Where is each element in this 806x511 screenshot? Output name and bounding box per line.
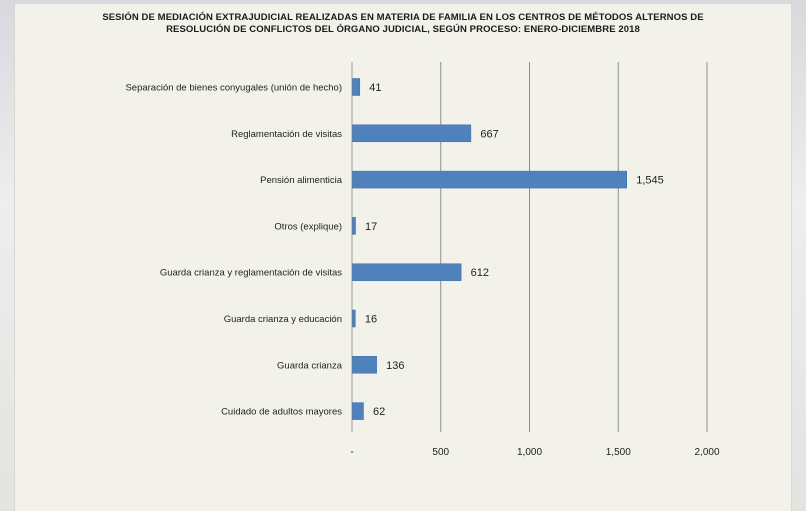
value-label: 1,545 — [636, 175, 664, 187]
bar — [352, 217, 356, 235]
x-tick-label: 2,000 — [694, 447, 719, 458]
category-label: Reglamentación de visitas — [231, 129, 342, 140]
category-label: Guarda crianza y educación — [224, 314, 342, 325]
bar — [352, 263, 462, 281]
category-label: Separación de bienes conyugales (unión d… — [125, 83, 342, 94]
value-label: 16 — [365, 314, 377, 326]
category-label: Otros (explique) — [274, 221, 342, 232]
x-tick-label: 1,000 — [517, 447, 542, 458]
value-label: 612 — [471, 267, 489, 279]
value-label: 62 — [373, 406, 385, 418]
x-tick-label: - — [350, 447, 353, 458]
category-labels: Separación de bienes conyugales (unión d… — [125, 83, 342, 418]
bar — [352, 402, 364, 420]
value-label: 136 — [386, 360, 404, 372]
grid-lines — [351, 62, 708, 432]
chart-title-line-2: RESOLUCIÓN DE CONFLICTOS DEL ÓRGANO JUDI… — [166, 24, 640, 35]
category-label: Cuidado de adultos mayores — [221, 407, 342, 418]
bar — [352, 78, 361, 96]
chart-panel — [14, 4, 792, 511]
value-label: 17 — [365, 221, 377, 233]
value-label: 41 — [369, 82, 381, 94]
chart-title: SESIÓN DE MEDIACIÓN EXTRAJUDICIAL REALIZ… — [0, 12, 806, 36]
bar — [352, 124, 472, 143]
bars — [352, 78, 627, 420]
x-axis-ticks: - 500 1,000 1,500 2,000 — [350, 447, 720, 458]
x-tick-label: 1,500 — [606, 447, 631, 458]
category-label: Guarda crianza — [277, 360, 343, 371]
x-tick-label: 500 — [432, 447, 449, 458]
bar — [352, 170, 627, 189]
category-label: Guarda crianza y reglamentación de visit… — [160, 268, 342, 279]
value-label: 667 — [480, 128, 498, 140]
chart-title-line-1: SESIÓN DE MEDIACIÓN EXTRAJUDICIAL REALIZ… — [102, 12, 704, 23]
value-labels: 41 667 1,545 17 612 16 136 62 — [365, 82, 664, 418]
bar — [352, 356, 377, 374]
category-label: Pensión alimenticia — [260, 175, 343, 186]
bar — [352, 309, 356, 328]
